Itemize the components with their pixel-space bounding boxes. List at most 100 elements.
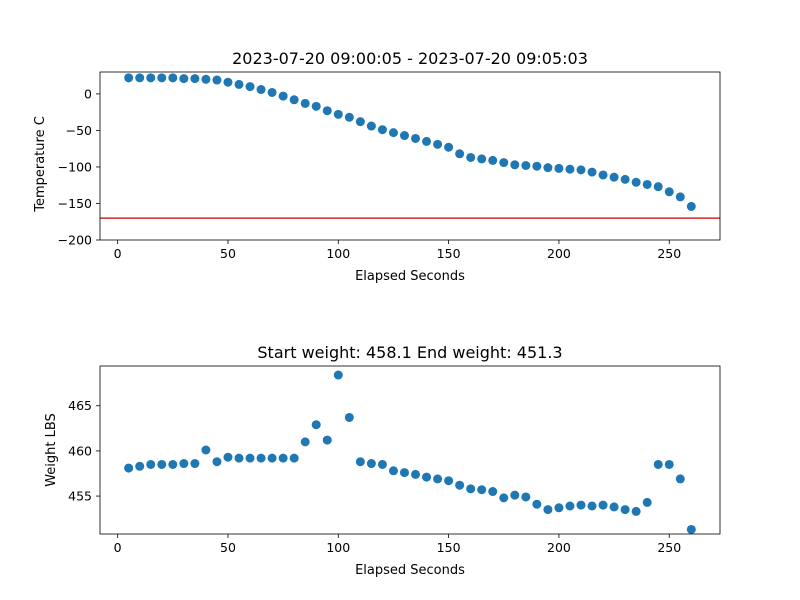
- weight-data-point: [642, 497, 652, 507]
- temperature-data-point: [300, 98, 310, 108]
- weight-data-point: [598, 500, 608, 510]
- weight-y-tick-label: 460: [68, 443, 92, 458]
- weight-data-point: [157, 459, 167, 469]
- weight-data-point: [300, 437, 310, 447]
- temperature-x-tick-label: 50: [220, 246, 236, 261]
- temperature-data-point: [190, 74, 200, 84]
- temperature-data-point: [234, 79, 244, 89]
- temperature-data-point: [609, 172, 619, 182]
- temperature-data-point: [455, 149, 465, 159]
- weight-data-point: [587, 501, 597, 511]
- weight-data-point: [355, 457, 365, 467]
- temperature-data-point: [267, 87, 277, 97]
- temperature-data-point: [477, 154, 487, 164]
- weight-chart: Start weight: 458.1 End weight: 451.3 El…: [44, 343, 721, 578]
- temperature-data-point: [565, 164, 575, 174]
- weight-data-point: [653, 459, 663, 469]
- temperature-data-point: [587, 167, 597, 177]
- weight-data-point: [146, 459, 156, 469]
- weight-data-point: [499, 493, 509, 503]
- weight-data-point: [554, 503, 564, 513]
- temperature-y-tick-label: −200: [58, 233, 92, 248]
- weight-data-point: [344, 412, 354, 422]
- weight-data-point: [609, 502, 619, 512]
- temperature-axes-frame: [99, 71, 721, 241]
- weight-data-point: [631, 506, 641, 516]
- weight-data-point: [201, 445, 211, 455]
- temperature-data-point: [399, 131, 409, 141]
- temperature-data-point: [245, 82, 255, 92]
- weight-data-point: [124, 463, 134, 473]
- temperature-x-tick-label: 150: [437, 246, 461, 261]
- temperature-y-tick-label: −150: [58, 196, 92, 211]
- temperature-data-point: [179, 74, 189, 84]
- temperature-data-point: [510, 160, 520, 170]
- weight-data-point: [477, 485, 487, 495]
- weight-data-point: [190, 459, 200, 469]
- temperature-data-point: [422, 136, 432, 146]
- weight-data-point: [245, 453, 255, 463]
- temperature-data-point: [642, 179, 652, 189]
- temperature-x-axis-label: Elapsed Seconds: [355, 269, 465, 284]
- weight-data-point: [168, 459, 178, 469]
- temperature-data-point: [554, 163, 564, 173]
- temperature-data-point: [157, 73, 167, 83]
- temperature-data-point: [488, 155, 498, 165]
- weight-x-tick-label: 100: [326, 540, 350, 555]
- temperature-series: [124, 73, 696, 211]
- weight-x-tick-label: 200: [547, 540, 571, 555]
- weight-data-point: [488, 487, 498, 497]
- weight-data-point: [422, 472, 432, 482]
- weight-data-point: [179, 459, 189, 469]
- temperature-data-point: [322, 106, 332, 116]
- weight-data-point: [278, 453, 288, 463]
- weight-data-point: [322, 435, 332, 445]
- weight-data-point: [212, 457, 222, 467]
- temperature-data-point: [377, 125, 387, 135]
- temperature-data-point: [212, 75, 222, 85]
- weight-data-point: [576, 500, 586, 510]
- weight-data-point: [433, 474, 443, 484]
- weight-data-point: [444, 476, 454, 486]
- weight-data-point: [289, 453, 299, 463]
- temperature-data-point: [444, 142, 454, 152]
- temperature-data-point: [344, 112, 354, 122]
- weight-data-point: [532, 499, 542, 509]
- weight-data-point: [377, 459, 387, 469]
- temperature-data-point: [289, 95, 299, 105]
- temperature-x-tick-label: 250: [657, 246, 681, 261]
- temperature-chart: 2023-07-20 09:00:05 - 2023-07-20 09:05:0…: [33, 49, 721, 284]
- temperature-data-point: [333, 109, 343, 119]
- temperature-data-point: [201, 74, 211, 84]
- weight-x-tick-label: 50: [220, 540, 236, 555]
- temperature-chart-title: 2023-07-20 09:00:05 - 2023-07-20 09:05:0…: [232, 49, 588, 68]
- temperature-data-point: [124, 73, 134, 83]
- weight-data-point: [234, 453, 244, 463]
- temperature-data-point: [278, 91, 288, 101]
- weight-data-point: [664, 459, 674, 469]
- temperature-data-point: [256, 85, 266, 95]
- temperature-data-point: [653, 182, 663, 192]
- weight-data-point: [675, 474, 685, 484]
- weight-data-point: [411, 469, 421, 479]
- weight-data-point: [366, 459, 376, 469]
- temperature-data-point: [433, 139, 443, 149]
- weight-data-point: [399, 468, 409, 478]
- temperature-y-tick-label: −50: [66, 123, 92, 138]
- temperature-data-point: [686, 201, 696, 211]
- weight-data-point: [223, 452, 233, 462]
- temperature-data-point: [311, 101, 321, 111]
- temperature-y-axis-label: Temperature C: [33, 116, 48, 213]
- temperature-data-point: [168, 73, 178, 83]
- temperature-data-point: [135, 73, 145, 83]
- weight-data-point: [620, 505, 630, 515]
- weight-y-tick-label: 455: [68, 489, 92, 504]
- temperature-data-point: [355, 117, 365, 127]
- weight-data-point: [135, 461, 145, 471]
- temperature-data-point: [499, 158, 509, 168]
- temperature-data-point: [598, 170, 608, 180]
- weight-data-point: [267, 453, 277, 463]
- weight-x-tick-label: 150: [437, 540, 461, 555]
